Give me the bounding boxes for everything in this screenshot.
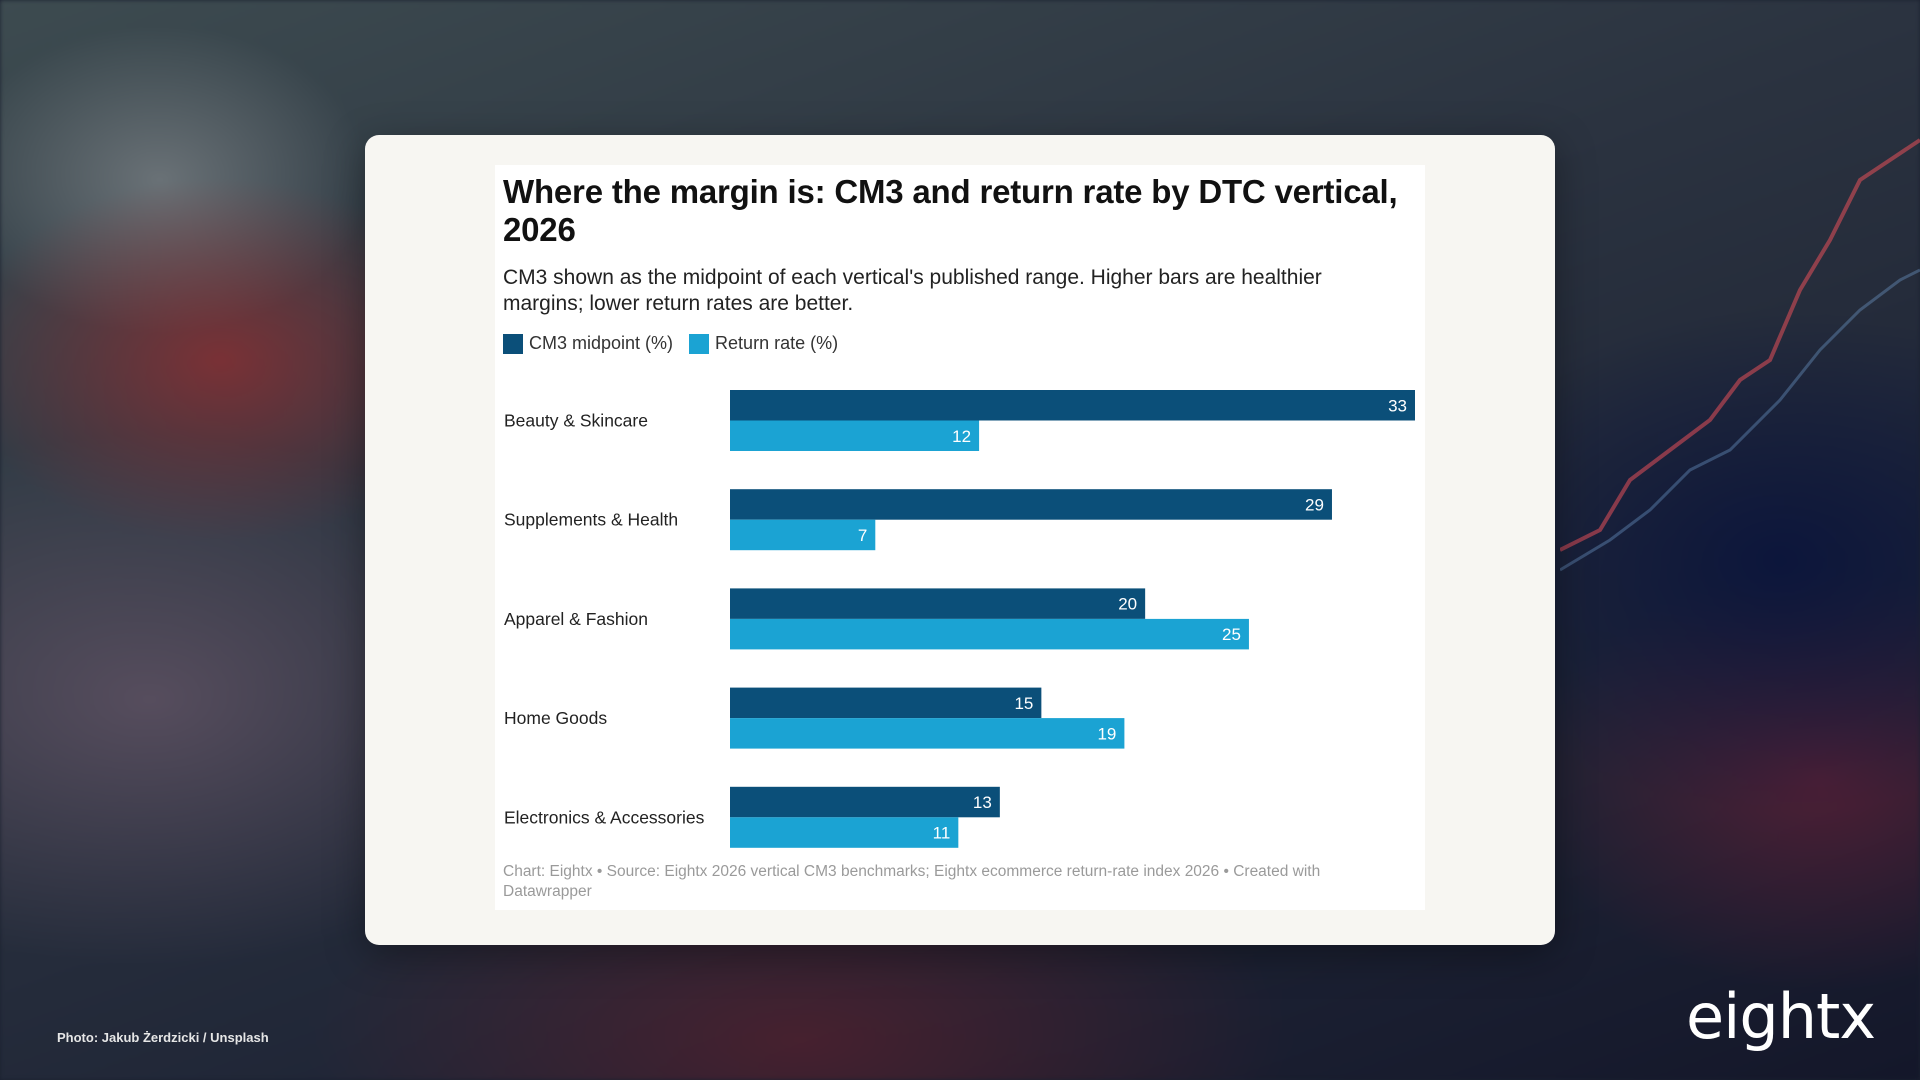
category-label-beauty-skincare: Beauty & Skincare bbox=[504, 411, 648, 431]
chart-subtitle: CM3 shown as the midpoint of each vertic… bbox=[503, 266, 1322, 315]
bar-cm3-home-goods bbox=[730, 687, 1042, 719]
data-label-return-rate-apparel-fashion: 25 bbox=[1222, 625, 1241, 644]
legend-label-return-rate: Return rate (%) bbox=[715, 333, 839, 353]
data-label-cm3-apparel-fashion: 20 bbox=[1118, 595, 1137, 614]
category-label-supplements-health: Supplements & Health bbox=[504, 510, 678, 530]
legend-item-return-rate: Return rate (%) bbox=[689, 333, 838, 354]
chart-title: Where the margin is: CM3 and return rate… bbox=[503, 173, 1398, 248]
bar-cm3-apparel-fashion bbox=[730, 588, 1146, 619]
bar-cm3-supplements-health bbox=[730, 489, 1332, 520]
bar-return-rate-apparel-fashion bbox=[730, 618, 1249, 650]
chart-legend: CM3 midpoint (%) Return rate (%) bbox=[503, 333, 854, 354]
bar-return-rate-home-goods bbox=[730, 718, 1125, 749]
data-label-return-rate-beauty-skincare: 12 bbox=[952, 427, 971, 446]
data-label-cm3-home-goods: 15 bbox=[1014, 694, 1033, 713]
legend-swatch-cm3 bbox=[503, 333, 523, 354]
bar-cm3-electronics-accessories bbox=[730, 786, 1000, 818]
data-label-cm3-beauty-skincare: 33 bbox=[1388, 396, 1407, 415]
bar-return-rate-beauty-skincare bbox=[730, 420, 980, 451]
photo-credit: Photo: Jakub Żerdzicki / Unsplash bbox=[57, 1030, 269, 1045]
background-stock-chart bbox=[1560, 138, 1920, 572]
data-label-return-rate-electronics-accessories: 11 bbox=[933, 824, 951, 843]
data-label-return-rate-home-goods: 19 bbox=[1097, 724, 1116, 743]
data-label-return-rate-supplements-health: 7 bbox=[858, 526, 867, 545]
chart-container: Where the margin is: CM3 and return rate… bbox=[495, 165, 1425, 910]
category-label-home-goods: Home Goods bbox=[504, 708, 607, 728]
legend-swatch-return-rate bbox=[689, 333, 710, 354]
eightx-logo: eightx bbox=[1686, 980, 1876, 1053]
chart-card: Where the margin is: CM3 and return rate… bbox=[365, 135, 1555, 945]
data-label-cm3-supplements-health: 29 bbox=[1305, 495, 1324, 514]
legend-item-cm3: CM3 midpoint (%) bbox=[503, 333, 673, 354]
chart-source-note: Chart: Eightx • Source: Eightx 2026 vert… bbox=[503, 863, 1321, 900]
bar-return-rate-electronics-accessories bbox=[730, 817, 959, 848]
data-label-cm3-electronics-accessories: 13 bbox=[973, 793, 992, 812]
category-label-apparel-fashion: Apparel & Fashion bbox=[504, 609, 648, 629]
bar-cm3-beauty-skincare bbox=[730, 390, 1415, 421]
bar-return-rate-supplements-health bbox=[730, 519, 876, 551]
legend-label-cm3: CM3 midpoint (%) bbox=[529, 333, 674, 353]
bar-chart-plot: Beauty & Skincare 33 12 Supplements & Healt… bbox=[504, 390, 1415, 848]
category-label-electronics-accessories: Electronics & Accessories bbox=[504, 807, 705, 827]
